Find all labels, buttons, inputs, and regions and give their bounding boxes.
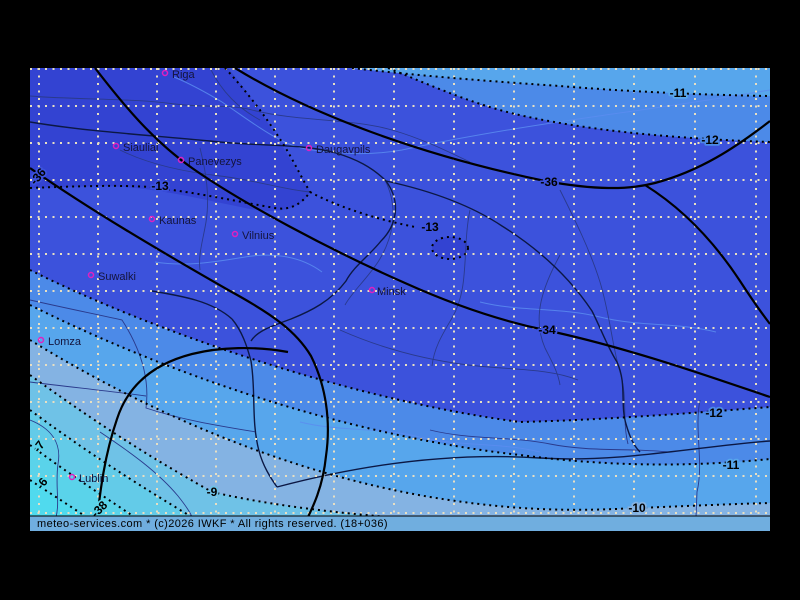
admin-border-line [209, 68, 261, 121]
city-marker-icon [177, 156, 185, 164]
admin-border-line [559, 189, 629, 445]
city-suwalki: Suwalki [87, 271, 136, 283]
isotherm-label: -9 [207, 485, 218, 499]
city-label: Lublin [79, 473, 108, 485]
city-marker-icon [161, 69, 169, 77]
solid-contour-minus38 [94, 346, 289, 531]
city-label: Panevezys [188, 156, 242, 168]
city-marker-icon [305, 144, 313, 152]
solid-contour-minus36 [234, 68, 770, 190]
thickness-label: -34 [538, 323, 556, 337]
country-border-line [30, 121, 387, 182]
river-line [479, 301, 717, 333]
credit-bar-background [30, 516, 770, 531]
admin-border-line [30, 419, 60, 518]
isotherm-loop-minus13 [431, 236, 469, 260]
city-marker-icon [368, 286, 376, 294]
admin-border-line [538, 254, 561, 386]
admin-border-line [695, 399, 701, 518]
solid-contour-minus36-branch [644, 184, 770, 325]
city-marker-icon [112, 142, 120, 150]
admin-border-line [344, 179, 394, 306]
city-label: Vilnius [242, 230, 275, 242]
admin-border-line [119, 149, 311, 193]
city-riga: Riga [161, 69, 196, 81]
isotherm-label: -13 [421, 220, 439, 234]
credit-text: meteo-services.com * (c)2026 IWKF * All … [37, 518, 388, 530]
city-label: Kaunas [159, 215, 197, 227]
river-line [173, 76, 770, 155]
admin-border-line [251, 109, 471, 163]
admin-border-line [30, 299, 257, 433]
city-marker-icon [87, 271, 95, 279]
solid-contour-minus34 [94, 68, 770, 399]
country-border-line [250, 180, 397, 342]
solid-contours [30, 68, 770, 531]
city-label: Lomza [48, 336, 82, 348]
country-border-line [231, 318, 278, 488]
admin-border-line [99, 431, 193, 518]
admin-border-line [199, 147, 209, 271]
city-marker-icon [148, 215, 156, 223]
admin-borders [30, 68, 701, 518]
city-label: Siauliai [123, 142, 158, 154]
city-daugavpils: Daugavpils [305, 144, 371, 156]
isotherm-line-minus11-top [351, 68, 770, 97]
city-kaunas: Kaunas [148, 215, 197, 227]
isotherm-label: -11 [723, 458, 740, 472]
cities: Riga Siauliai Panevezys Daugavpils Kauna… [37, 69, 406, 485]
isotherm-line-minus12-bottom [30, 269, 770, 424]
city-label: Suwalki [98, 271, 136, 283]
city-lomza: Lomza [37, 336, 82, 348]
city-panevezys: Panevezys [177, 156, 242, 168]
city-vilnius: Vilnius [231, 230, 275, 242]
band-top-minus10-11 [352, 68, 770, 96]
band-below-minus13 [30, 68, 310, 211]
temperature-bands [30, 68, 770, 531]
isotherm-line-minus8 [30, 409, 216, 531]
thickness-label: -36 [540, 175, 558, 189]
isotherm-label: -12 [705, 406, 723, 420]
city-lublin: Lublin [68, 473, 108, 485]
country-border-line [385, 180, 641, 453]
band-bottom-minus9-10 [30, 340, 770, 531]
isotherm-line-minus13-east [309, 191, 416, 228]
isotherm-label: -13 [151, 179, 169, 193]
band-bottom-minus8-9 [30, 375, 575, 531]
city-marker-icon [68, 473, 76, 481]
city-label: Minsk [377, 286, 406, 298]
city-label: Riga [172, 69, 196, 81]
credit-bar: meteo-services.com * (c)2026 IWKF * All … [30, 515, 770, 531]
river-line [299, 421, 541, 453]
isotherm-line-minus6 [30, 479, 106, 531]
admin-border-line [429, 429, 669, 453]
city-label: Daugavpils [316, 144, 371, 156]
isotherm-label: -12 [701, 133, 719, 147]
admin-border-line [339, 329, 579, 381]
city-marker-icon [231, 230, 239, 238]
admin-border-line [431, 209, 471, 367]
country-border-line [151, 290, 233, 320]
isotherm-line-minus11-bottom [30, 304, 770, 466]
city-minsk: Minsk [368, 286, 406, 298]
isotherm-label: -11 [670, 86, 687, 100]
city-siauliai: Siauliai [112, 142, 158, 154]
city-marker-icon [37, 336, 45, 344]
admin-border-line [30, 381, 147, 397]
map-area: -11 -12 -13 -13 -12 -11 -10 -9 -7 -6 -36… [30, 68, 770, 531]
solid-contour-minus36-west [30, 167, 329, 531]
isotherm-label: -10 [628, 501, 646, 515]
graticule [30, 68, 770, 531]
